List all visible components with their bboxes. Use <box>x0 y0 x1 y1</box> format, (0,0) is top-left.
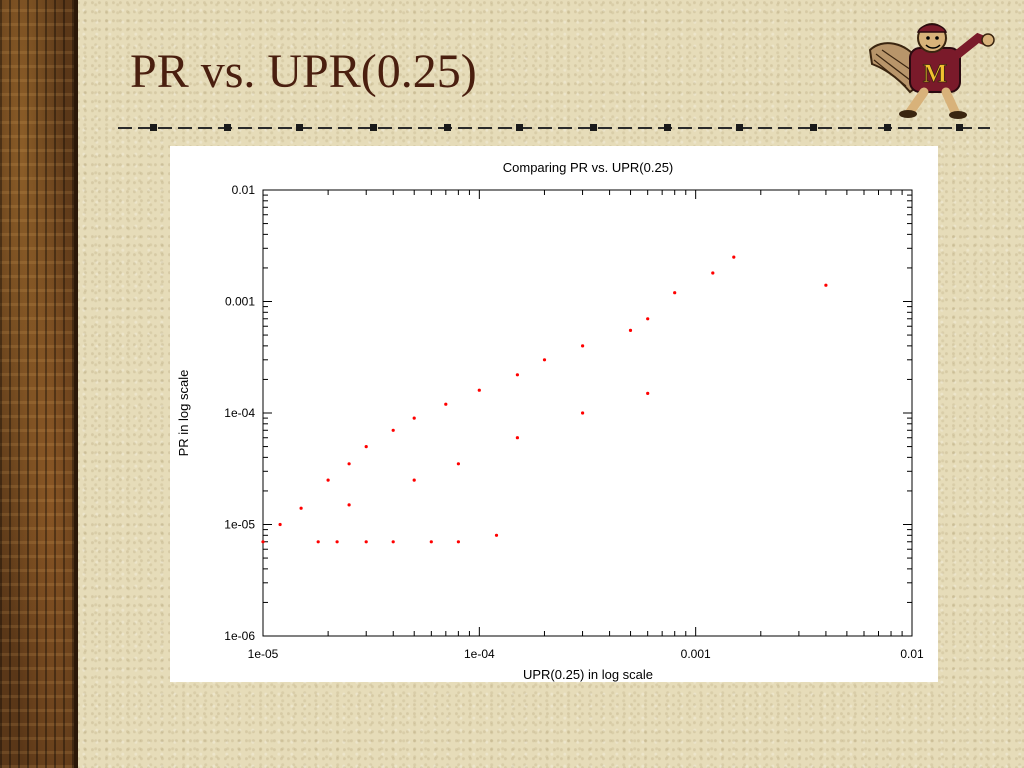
data-point <box>412 416 416 420</box>
data-point <box>261 540 265 544</box>
y-tick-label: 0.001 <box>225 295 255 309</box>
data-points <box>261 255 828 544</box>
slide-title: PR vs. UPR(0.25) <box>130 45 477 98</box>
data-point <box>646 317 650 321</box>
x-tick-label: 1e-04 <box>464 647 495 661</box>
decorative-sidebar <box>0 0 78 768</box>
data-point <box>278 522 282 527</box>
data-point <box>673 291 677 295</box>
data-point <box>477 388 481 392</box>
plot-frame <box>262 189 913 637</box>
data-point <box>542 358 547 362</box>
x-tick-label: 0.01 <box>900 647 924 661</box>
scatter-chart: Comparing PR vs. UPR(0.25) 1e-05 1e-04 0.0… <box>176 160 924 682</box>
svg-text:M: M <box>923 59 948 88</box>
data-point <box>429 540 433 544</box>
data-point <box>456 462 460 466</box>
data-point <box>412 478 416 482</box>
data-point <box>444 402 448 406</box>
data-point <box>515 373 519 377</box>
data-point <box>391 428 395 432</box>
data-point <box>494 533 499 537</box>
x-axis-label: UPR(0.25) in log scale <box>523 667 653 682</box>
x-tick-label: 1e-05 <box>248 647 279 661</box>
data-point <box>347 462 351 466</box>
data-point <box>581 344 585 348</box>
chart-title: Comparing PR vs. UPR(0.25) <box>503 160 674 175</box>
title-divider <box>118 124 990 131</box>
y-tick-label: 1e-06 <box>224 629 255 643</box>
data-point <box>515 436 519 440</box>
data-point <box>326 478 330 482</box>
data-point <box>581 411 585 415</box>
x-tick-label: 0.001 <box>681 647 711 661</box>
data-point <box>364 540 368 544</box>
y-tick-label: 1e-04 <box>224 406 255 420</box>
data-point <box>628 328 633 332</box>
chart-panel: Comparing PR vs. UPR(0.25) 1e-05 1e-04 0.0… <box>170 146 938 682</box>
data-point <box>711 271 715 275</box>
data-point <box>364 445 368 449</box>
data-point <box>456 540 460 544</box>
y-axis-label: PR in log scale <box>176 370 191 457</box>
data-point <box>316 540 320 544</box>
data-point <box>299 506 303 510</box>
data-point <box>335 540 339 544</box>
data-point <box>646 391 650 395</box>
data-point <box>391 540 395 544</box>
y-tick-label: 1e-05 <box>224 518 255 532</box>
gopher-mascot-icon: M <box>868 23 995 119</box>
y-tick-label: 0.01 <box>232 183 256 197</box>
data-point <box>732 255 736 259</box>
data-point <box>824 283 828 287</box>
axis-ticks: 1e-05 1e-04 0.001 0.01 1e-06 1e-05 1e-04 0.001 0… <box>224 183 924 661</box>
data-point <box>347 503 351 507</box>
